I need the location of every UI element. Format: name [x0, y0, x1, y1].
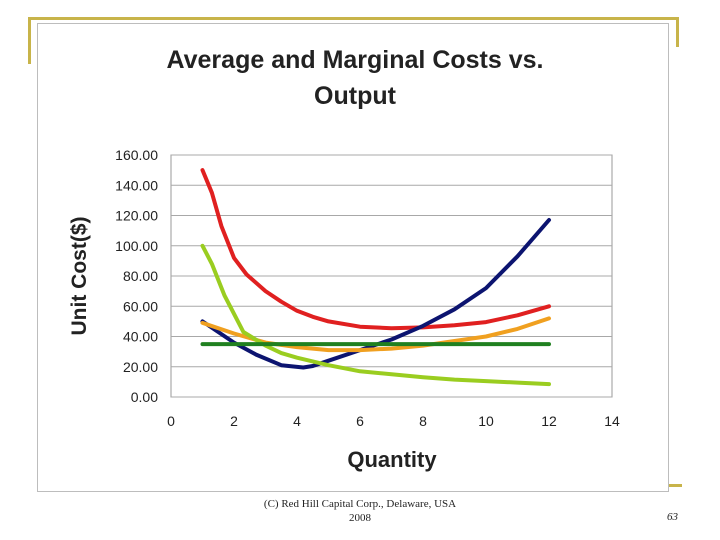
x-tick-label: 4	[293, 413, 301, 429]
x-tick-label: 8	[419, 413, 427, 429]
y-tick-label: 40.00	[123, 329, 158, 345]
series-line-1	[200, 168, 551, 331]
decor-line-bottom	[668, 484, 682, 487]
decor-line-top	[28, 17, 678, 20]
y-tick-label: 140.00	[115, 177, 158, 193]
chart-title-line-1: Average and Marginal Costs vs.	[167, 46, 544, 74]
y-tick-label: 0.00	[131, 389, 158, 405]
y-tick-label: 20.00	[123, 359, 158, 375]
x-tick-label: 0	[167, 413, 175, 429]
series-line-4	[200, 243, 551, 387]
footer-copyright: (C) Red Hill Capital Corp., Delaware, US…	[263, 498, 457, 510]
decor-line-right	[676, 17, 679, 47]
decor-line-left	[28, 17, 31, 64]
footer-year: 2008	[349, 512, 371, 524]
chart-title-line-2: Output	[314, 82, 397, 110]
x-tick-label: 10	[478, 413, 494, 429]
x-tick-label: 12	[541, 413, 557, 429]
x-tick-label: 14	[604, 413, 620, 429]
page-number: 63	[667, 511, 678, 523]
y-axis-label: Unit Cost($)	[68, 217, 91, 336]
x-axis-label: Quantity	[347, 447, 437, 472]
y-tick-label: 100.00	[115, 238, 158, 254]
y-tick-label: 60.00	[123, 298, 158, 314]
y-tick-label: 120.00	[115, 208, 158, 224]
series-line-2	[200, 218, 551, 370]
x-tick-label: 2	[230, 413, 238, 429]
y-tick-label: 160.00	[115, 147, 158, 163]
y-tick-label: 80.00	[123, 268, 158, 284]
x-tick-label: 6	[356, 413, 364, 429]
